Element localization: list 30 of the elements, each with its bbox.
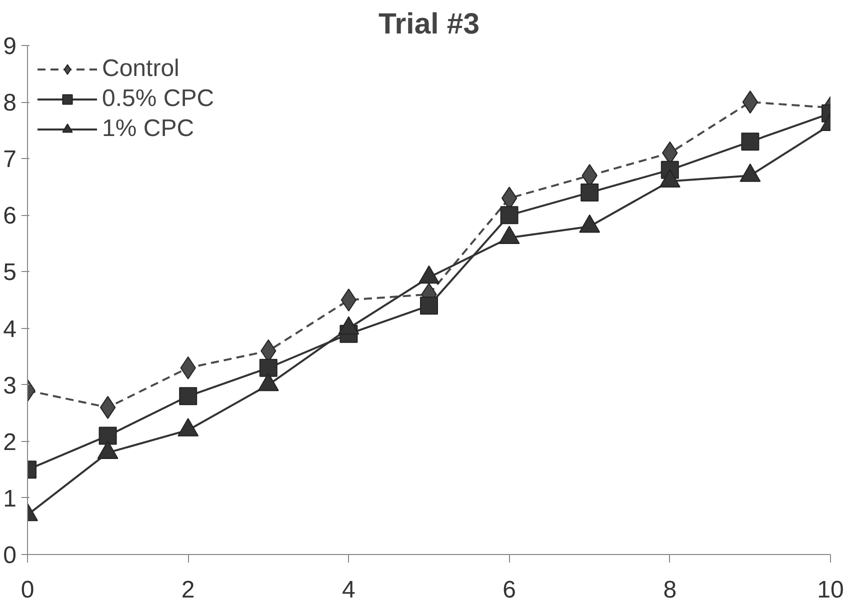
point — [741, 132, 760, 151]
x-tick-label: 0 — [20, 576, 34, 604]
y-tick-label: 5 — [3, 259, 17, 286]
y-tick-label: 6 — [3, 202, 17, 230]
legend-label: 1% CPC — [102, 115, 194, 143]
chart-title: Trial #3 — [378, 8, 480, 40]
x-tick-label: 8 — [663, 576, 677, 604]
point — [420, 296, 438, 315]
y-tick-label: 8 — [3, 90, 17, 117]
x-tick-label: 6 — [502, 576, 516, 604]
point — [742, 90, 758, 114]
x-tick-label: 4 — [342, 576, 356, 604]
y-tick-label: 0 — [3, 542, 17, 569]
x-tick-label: 10 — [817, 576, 844, 604]
y-tick-label: 3 — [3, 372, 17, 400]
point — [179, 387, 198, 406]
point — [580, 184, 599, 202]
y-tick-label: 4 — [3, 316, 17, 343]
y-tick-label: 2 — [3, 428, 17, 456]
point — [340, 288, 357, 312]
y-tick-label: 1 — [3, 485, 17, 512]
x-tick-label: 2 — [181, 576, 195, 604]
point — [500, 206, 518, 224]
point — [98, 426, 117, 445]
y-tick-label: 7 — [3, 146, 17, 174]
legend-label: Control — [102, 55, 180, 83]
y-tick-label: 9 — [3, 33, 17, 60]
point — [100, 396, 116, 419]
point — [259, 358, 278, 377]
legend-label: 0.5% CPC — [102, 85, 214, 113]
